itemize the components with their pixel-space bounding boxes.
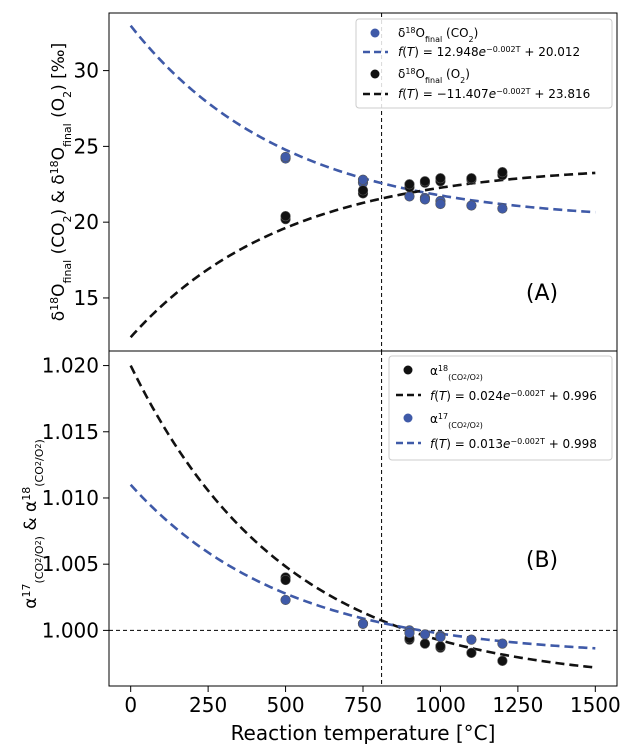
- x-tick-label: 750: [344, 693, 382, 717]
- panel-b-legend: α18(CO2/O2) f(T) = 0.024e−0.002T + 0.996…: [388, 355, 613, 461]
- panel-b-data-point: [497, 638, 508, 649]
- panel-a-y-tick-label: 30: [74, 59, 99, 83]
- panel-a-data-point: [435, 173, 446, 184]
- panel-a-y-tick-label: 20: [74, 210, 99, 234]
- panel-a-label: (A): [526, 281, 558, 306]
- panel-b-data-point: [466, 647, 477, 658]
- panel-a-data-point: [466, 173, 477, 184]
- panel-b-data-point: [497, 655, 508, 666]
- panel-a-data-point: [280, 211, 291, 222]
- legend-b-a17-points-label: α17(CO2/O2): [430, 412, 483, 430]
- panel-a-legend-box: [355, 18, 613, 109]
- panel-a-data-point: [357, 185, 369, 196]
- panel-a: 15 20 25 30 (A) δ18Ofinal (CO2) & δ18Ofinal…: [48, 12, 618, 352]
- x-axis-label: Reaction temperature [°C]: [231, 721, 496, 744]
- panel-b-data-point: [466, 634, 477, 645]
- x-tick-label: 250: [189, 693, 227, 717]
- panel-a-data-point: [404, 179, 415, 190]
- panel-a-y-tick-label: 25: [74, 134, 99, 158]
- panel-b-y-tick-label: 1.015: [42, 420, 99, 444]
- panel-b-data-point: [280, 574, 291, 586]
- x-tick-label: 1500: [570, 693, 621, 717]
- panel-b-fit-curve: [129, 483, 596, 650]
- legend-b-a17-fit-label: f(T) = 0.013e−0.002T + 0.998: [430, 437, 597, 452]
- panel-b-data-point: [435, 641, 446, 652]
- panel-a-data-point: [466, 200, 477, 211]
- legend-b-a18-fit-label: f(T) = 0.024e−0.002T + 0.996: [430, 389, 597, 404]
- x-tick-label: 1000: [415, 693, 466, 717]
- panel-a-data-point: [497, 203, 508, 214]
- panel-a-data-point: [419, 194, 431, 205]
- x-tick-label: 500: [266, 693, 304, 717]
- panel-b-data-point: [419, 638, 431, 649]
- panel-b-legend-box: [388, 355, 613, 461]
- legend-b-a18-point-swatch: [403, 365, 413, 375]
- legend-a-o2-point-swatch: [370, 69, 380, 79]
- legend-a-co2-point-swatch: [370, 28, 380, 38]
- panel-b-data-point: [419, 629, 431, 640]
- panel-b-label: (B): [526, 548, 558, 573]
- panel-b-data-point: [280, 594, 291, 606]
- panel-b-y-tick-label: 1.020: [42, 354, 99, 378]
- panel-a-ylabel: δ18Ofinal (CO2) & δ18Ofinal (O2) [‰]: [48, 43, 74, 322]
- x-tick-label: 1250: [492, 693, 543, 717]
- panel-a-data-point: [435, 198, 446, 210]
- panel-a-data-point: [280, 151, 291, 163]
- legend-a-o2-points-label: δ18Ofinal (O2): [398, 67, 470, 85]
- panel-b-data-point: [357, 618, 369, 629]
- legend-a-co2-fit-label: f(T) = 12.948e−0.002T + 20.012: [398, 45, 580, 60]
- panel-a-data-point: [419, 176, 431, 187]
- panel-b: 1.000 1.005 1.010 1.015 1.020 (B) α17(CO2/O2…: [20, 350, 618, 687]
- panel-b-y-tick-label: 1.005: [42, 552, 99, 576]
- panel-b-data-point: [404, 627, 415, 639]
- panel-b-ylabel: α17(CO2/O2) & α18(CO2/O2): [20, 439, 46, 609]
- panel-a-legend: δ18Ofinal (CO2) f(T) = 12.948e−0.002T + …: [355, 18, 613, 109]
- panel-a-fit-curve: [129, 171, 596, 339]
- panel-a-y-tick-label: 15: [74, 286, 99, 310]
- panel-b-data-point: [435, 631, 446, 643]
- panel-b-fit-curve: [129, 364, 596, 669]
- panel-a-data-point: [357, 174, 369, 185]
- panel-b-y-tick-label: 1.010: [42, 486, 99, 510]
- legend-b-a17-point-swatch: [403, 413, 413, 423]
- panel-b-y-tick-label: 1.000: [42, 618, 99, 642]
- legend-a-co2-points-label: δ18Ofinal (CO2): [398, 26, 478, 44]
- legend-b-a18-points-label: α18(CO2/O2): [430, 364, 483, 382]
- panel-a-data-point: [404, 191, 415, 202]
- legend-a-o2-fit-label: f(T) = −11.407e−0.002T + 23.816: [398, 87, 590, 102]
- x-tick-label: 0: [124, 693, 137, 717]
- panel-a-data-point: [497, 167, 508, 178]
- x-axis: 0 250 500 750 1000 1250 1500: [124, 686, 621, 717]
